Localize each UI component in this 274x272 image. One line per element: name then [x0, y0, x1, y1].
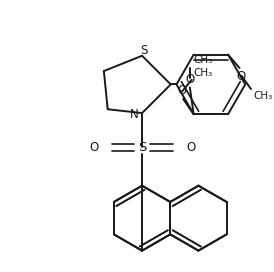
Text: O: O: [185, 73, 195, 85]
Text: O: O: [178, 84, 187, 97]
Text: CH₃: CH₃: [194, 54, 213, 64]
Text: S: S: [140, 44, 148, 57]
Text: CH₃: CH₃: [194, 68, 213, 78]
Text: O: O: [186, 141, 195, 154]
Text: O: O: [237, 70, 246, 83]
Text: S: S: [138, 141, 146, 154]
Text: CH₃: CH₃: [253, 91, 272, 101]
Text: O: O: [89, 141, 98, 154]
Text: N: N: [130, 109, 138, 122]
